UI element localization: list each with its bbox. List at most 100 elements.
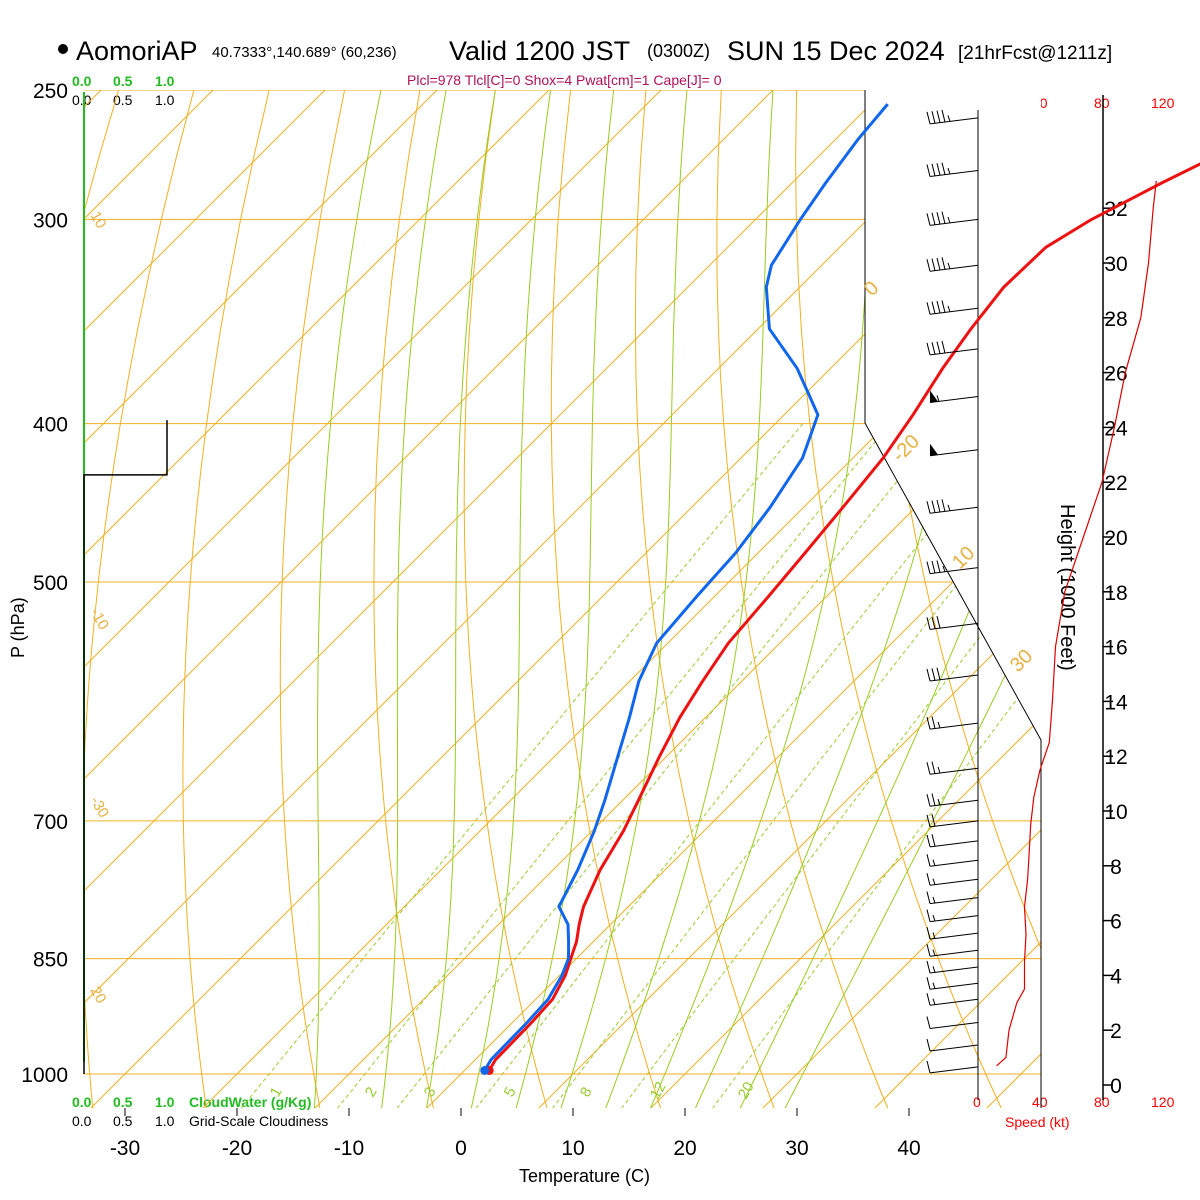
height-tick-label: 20: [1104, 527, 1127, 550]
temperature-tick-label: 20: [673, 1137, 696, 1160]
wind-barb: [926, 909, 979, 923]
mixing-ratio-line: [396, 423, 945, 1108]
wind-barb-full: [926, 854, 931, 867]
surface-dewpoint-marker: [480, 1065, 490, 1075]
mixing-ratio-label: 2: [362, 1084, 381, 1100]
wind-barb: [926, 1038, 979, 1052]
wind-barb-half: [932, 949, 936, 956]
isotherm-line: [650, 717, 1041, 1108]
wind-barb-full: [926, 617, 931, 630]
wind-barb-full: [926, 960, 931, 974]
height-tick-label: 18: [1104, 582, 1127, 605]
wind-barb-half: [932, 966, 936, 973]
wind-barb-half: [932, 859, 936, 866]
wind-barb-staff: [929, 674, 979, 682]
wind-barb-half: [937, 766, 941, 774]
wind-barb-staff: [929, 859, 979, 867]
wind-barb-half: [932, 914, 936, 922]
height-tick-label: 4: [1110, 965, 1122, 988]
temperature-tick-label: 30: [785, 1137, 808, 1160]
wind-barb-staff: [929, 998, 979, 1006]
wind-barb: [926, 257, 979, 272]
wind-barb: [926, 793, 979, 807]
isotherm-line: [84, 90, 662, 668]
x-axis-label: Temperature (C): [519, 1166, 650, 1186]
wind-barb-staff: [929, 117, 979, 125]
wind-barb-full: [926, 873, 931, 886]
wind-barb-half: [947, 504, 951, 511]
wind-barb-full: [931, 258, 936, 271]
speed-axis-label: Speed (kt): [1005, 1114, 1070, 1130]
valid-date: SUN 15 Dec 2024: [727, 36, 945, 66]
dry-adiabat-line: [463, 90, 548, 1108]
cloudiness-scale-top-0: 0.0: [72, 92, 92, 108]
station-marker-icon: [58, 44, 68, 54]
mixing-ratio-line: [552, 476, 1041, 1108]
wind-barb-half: [932, 896, 936, 904]
wind-barb-staff: [929, 878, 979, 886]
wind-barb-full: [926, 834, 931, 847]
wind-barb-staff: [929, 722, 979, 730]
isotherm-line: [84, 90, 214, 220]
wind-barb-staff: [929, 1021, 979, 1029]
wind-barb-full: [936, 341, 941, 354]
wind-barb: [926, 977, 979, 990]
wind-barb-staff: [929, 218, 979, 226]
wind-barb-half: [932, 932, 936, 939]
speed-tick-top-2: 80: [1094, 95, 1110, 111]
wind-barb-full: [936, 300, 941, 314]
temperature-tick-label: 10: [561, 1137, 584, 1160]
isotherm-label: 20: [87, 984, 110, 1007]
pressure-tick-label: 250: [33, 80, 68, 103]
isotherm-label: 10: [87, 209, 110, 232]
temperature-tick-label: -20: [222, 1137, 252, 1160]
cloudiness-scale-bottom-0: 0.0: [72, 1113, 92, 1129]
wind-barb-staff: [929, 567, 979, 575]
mixing-ratio-label: 12: [647, 1079, 670, 1102]
wind-barb-full: [926, 1016, 931, 1029]
wind-barb-half: [947, 167, 951, 175]
wind-barb-full: [931, 814, 936, 827]
wind-barb: [926, 891, 979, 905]
wind-barb-staff: [929, 897, 979, 905]
dry-adiabat-line: [716, 90, 889, 1108]
mixing-ratio-line: [240, 423, 804, 1108]
wind-barb-half: [947, 216, 951, 224]
wind-barb-full: [926, 944, 931, 957]
wind-barb-full: [926, 794, 931, 807]
wind-barb-full: [931, 560, 936, 574]
wind-barb: [926, 300, 979, 315]
wind-barb: [926, 993, 979, 1006]
isotherm-label: -30: [87, 794, 113, 821]
wind-barb-full: [941, 162, 946, 175]
sounding-traces: [83, 103, 1200, 1075]
moist-adiabat-line: [470, 90, 552, 1108]
wind-barb-full: [936, 257, 941, 271]
wind-barb-full: [926, 342, 931, 355]
isotherm-line: [84, 90, 326, 332]
wind-barb-full: [926, 164, 931, 177]
height-tick-label: 26: [1104, 363, 1127, 386]
wind-barb: [926, 560, 979, 575]
wind-barb-half: [947, 262, 951, 269]
speed-tick-bottom-1: 40: [1032, 1094, 1048, 1110]
mixing-ratio-label: 20: [735, 1079, 758, 1102]
wind-barb: [926, 927, 979, 940]
wind-barb-full: [931, 342, 936, 355]
isotherm-line: [84, 90, 438, 444]
moist-adiabat-line: [381, 90, 447, 1108]
pressure-tick-label: 1000: [21, 1064, 68, 1087]
wind-barb-half: [947, 305, 951, 313]
wind-barb: [926, 340, 979, 356]
wind-barb-full: [931, 616, 936, 629]
wind-barb-full: [926, 909, 931, 922]
wind-barb-full: [941, 211, 946, 224]
cloudiness-line: [83, 420, 168, 1074]
wind-barb-staff: [929, 1066, 979, 1074]
diagram-lines: [84, 90, 1041, 1108]
wind-barb: [926, 1060, 979, 1074]
height-tick-label: 0: [1110, 1075, 1122, 1098]
wind-barb-full: [931, 668, 936, 681]
wind-barb-full: [926, 213, 931, 226]
wind-barb-staff: [929, 622, 979, 630]
